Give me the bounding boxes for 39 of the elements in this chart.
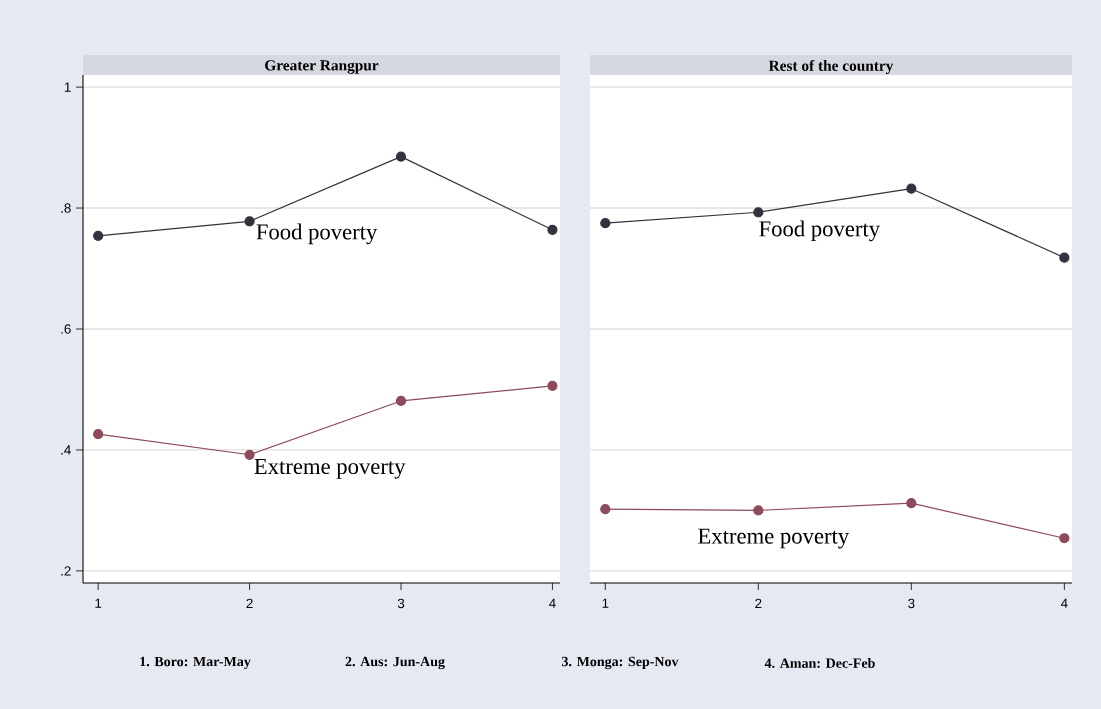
point bbox=[547, 380, 558, 391]
point bbox=[600, 218, 611, 229]
text: 2. Aus: Jun-Aug bbox=[345, 656, 445, 670]
point bbox=[753, 207, 764, 218]
series-label: Extreme poverty bbox=[254, 459, 406, 479]
point bbox=[1059, 533, 1070, 544]
y-tick-label: .2 bbox=[61, 566, 71, 576]
y-tick-label: 1 bbox=[64, 82, 71, 92]
x-tick-label: 2 bbox=[755, 598, 762, 609]
x-tick-label: 1 bbox=[602, 598, 609, 608]
point bbox=[244, 449, 255, 460]
x-tick-label: 4 bbox=[549, 598, 556, 608]
y-tick-label: .4 bbox=[61, 445, 71, 455]
point bbox=[1059, 252, 1070, 263]
x-tick-label: 1 bbox=[95, 598, 102, 608]
point bbox=[244, 216, 255, 227]
x-tick-label: 3 bbox=[397, 598, 405, 609]
series-label: Food poverty bbox=[256, 223, 378, 245]
y-tick-label: .8 bbox=[61, 203, 71, 213]
point bbox=[395, 395, 407, 407]
point bbox=[906, 183, 917, 194]
text: 1. Boro: Mar-May bbox=[140, 656, 251, 670]
series-label: Food poverty bbox=[759, 220, 880, 242]
x-tick-label: 2 bbox=[246, 598, 253, 609]
point bbox=[547, 224, 558, 235]
x-tick-label: 3 bbox=[908, 598, 915, 609]
x-tick-label: 4 bbox=[1060, 598, 1068, 608]
series-label: Extreme poverty bbox=[698, 528, 850, 549]
y-tick-label: .6 bbox=[61, 324, 71, 334]
point bbox=[93, 230, 104, 241]
point bbox=[600, 504, 611, 515]
point bbox=[906, 498, 917, 509]
point bbox=[93, 429, 104, 440]
point bbox=[395, 151, 407, 162]
text: 4. Aman: Dec-Feb bbox=[764, 658, 875, 668]
chart-title: Rest of the country bbox=[768, 59, 894, 75]
chart-title: Greater Rangpur bbox=[265, 60, 379, 74]
point bbox=[753, 505, 764, 516]
text: 3. Monga: Sep-Nov bbox=[562, 656, 679, 670]
